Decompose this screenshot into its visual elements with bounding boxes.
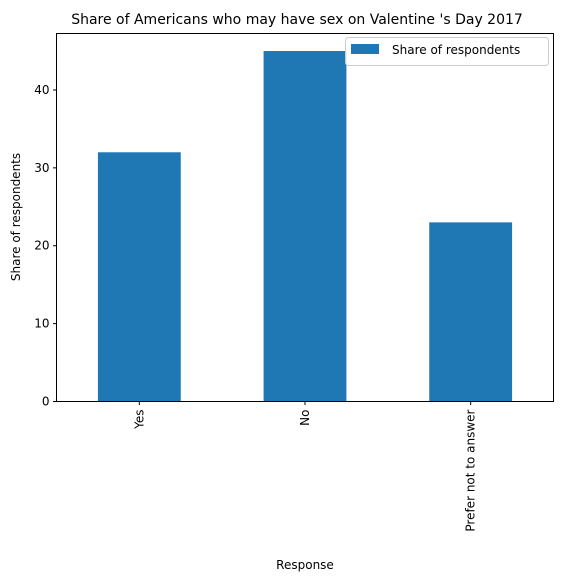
- y-axis-label: Share of respondents: [9, 153, 23, 281]
- chart-title: Share of Americans who may have sex on V…: [71, 12, 523, 28]
- x-tick-label: No: [298, 410, 312, 426]
- bar-no: [263, 51, 347, 402]
- x-axis: Yes No Prefer not to answer: [132, 401, 478, 532]
- plot-area: [97, 51, 513, 402]
- legend-box: [345, 37, 549, 66]
- y-axis: 0 10 20 30 40: [34, 83, 57, 409]
- x-tick-label: Prefer not to answer: [464, 409, 478, 531]
- legend: Share of respondents: [345, 37, 549, 66]
- bar-prefer-not-to-answer: [429, 222, 513, 402]
- y-tick-label: 10: [34, 317, 49, 331]
- y-tick-label: 40: [34, 83, 49, 97]
- x-tick-label: Yes: [132, 410, 146, 430]
- bar-yes: [97, 152, 181, 402]
- y-tick-label: 0: [42, 395, 50, 409]
- legend-swatch: [351, 44, 379, 54]
- y-tick-label: 20: [34, 239, 49, 253]
- legend-label: Share of respondents: [392, 43, 520, 57]
- y-tick-label: 30: [34, 161, 49, 175]
- x-axis-label: Response: [276, 558, 334, 572]
